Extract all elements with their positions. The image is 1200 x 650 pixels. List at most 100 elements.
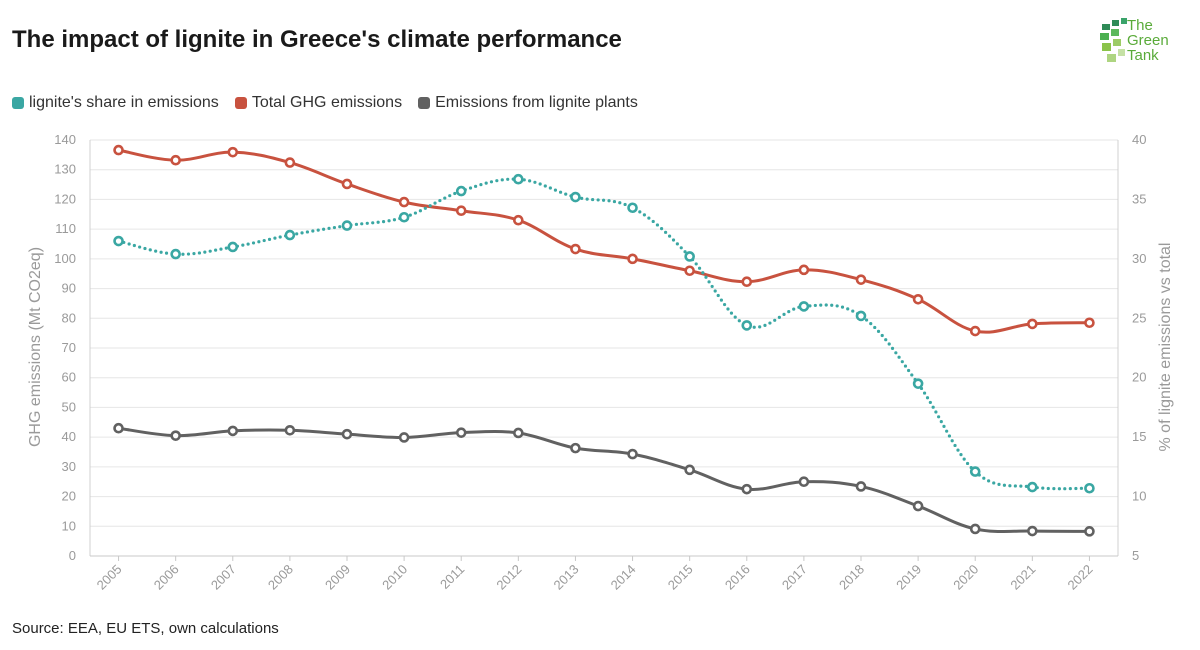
point-total[interactable] <box>741 276 753 288</box>
point-lignite[interactable] <box>741 483 753 495</box>
y-left-tick-label: 80 <box>62 310 76 325</box>
y-left-tick-label: 130 <box>54 162 76 177</box>
x-tick-label: 2019 <box>893 562 924 593</box>
point-share[interactable] <box>170 248 181 260</box>
point-share[interactable] <box>969 466 981 477</box>
y-left-tick-label: 40 <box>62 429 76 444</box>
point-total[interactable] <box>627 253 638 265</box>
point-share[interactable] <box>570 191 581 203</box>
point-total[interactable] <box>912 293 924 305</box>
point-lignite[interactable] <box>341 428 353 440</box>
point-share[interactable] <box>627 202 638 214</box>
point-total[interactable] <box>1027 318 1038 330</box>
point-lignite[interactable] <box>170 430 181 441</box>
source-note: Source: EEA, EU ETS, own calculations <box>12 620 279 637</box>
point-share[interactable] <box>912 378 924 389</box>
point-total[interactable] <box>170 154 181 166</box>
point-total[interactable] <box>513 214 524 226</box>
y-right-tick-label: 35 <box>1132 191 1146 206</box>
x-tick-label: 2008 <box>265 562 296 593</box>
y-left-tick-label: 120 <box>54 191 76 206</box>
series-line-lignite <box>117 426 1091 534</box>
point-lignite[interactable] <box>398 432 410 443</box>
point-total[interactable] <box>684 265 695 277</box>
point-share[interactable] <box>1084 482 1095 494</box>
series-layer <box>113 144 1095 537</box>
point-share[interactable] <box>798 301 810 312</box>
y-right-tick-label: 15 <box>1132 429 1146 444</box>
y-right-tick-label: 25 <box>1132 310 1146 325</box>
point-total[interactable] <box>113 144 124 156</box>
point-lignite[interactable] <box>570 442 581 454</box>
point-lignite[interactable] <box>684 464 695 476</box>
y-left-tick-label: 20 <box>62 489 76 504</box>
point-total[interactable] <box>855 274 867 285</box>
point-total[interactable] <box>284 157 296 168</box>
point-share[interactable] <box>741 320 753 331</box>
point-lignite[interactable] <box>1027 525 1038 537</box>
legend-swatch-lignite <box>418 97 431 109</box>
logo-text-line2: Green <box>1127 32 1169 49</box>
point-total[interactable] <box>798 264 810 276</box>
point-total[interactable] <box>969 325 981 337</box>
point-share[interactable] <box>284 229 296 241</box>
y-left-tick-label: 140 <box>54 132 76 147</box>
point-share[interactable] <box>855 310 867 322</box>
point-lignite[interactable] <box>969 523 981 535</box>
y-left-tick-label: 110 <box>55 221 76 236</box>
point-lignite[interactable] <box>1084 526 1095 537</box>
x-tick-label: 2022 <box>1065 562 1096 593</box>
y-left-tick-label: 60 <box>62 370 76 385</box>
point-total[interactable] <box>455 205 467 217</box>
x-tick-label: 2018 <box>836 562 867 593</box>
point-share[interactable] <box>513 173 524 185</box>
y-left-tick-label: 10 <box>62 518 76 533</box>
point-total[interactable] <box>227 146 239 158</box>
x-tick-label: 2012 <box>493 562 524 593</box>
point-share[interactable] <box>341 220 353 231</box>
legend-item-share[interactable]: lignite's share in emissions <box>12 94 219 112</box>
point-share[interactable] <box>113 235 124 247</box>
logo-text: The Green Tank <box>1127 18 1169 63</box>
point-lignite[interactable] <box>627 448 638 460</box>
point-share[interactable] <box>227 241 239 253</box>
x-tick-label: 2009 <box>322 562 353 593</box>
y-right-tick-label: 40 <box>1132 132 1146 147</box>
point-lignite[interactable] <box>455 427 467 438</box>
y-axis-left-label: GHG emissions (Mt CO2eq) <box>27 247 44 447</box>
y-left-tick-label: 0 <box>69 548 76 563</box>
point-lignite[interactable] <box>284 425 296 436</box>
point-total[interactable] <box>341 178 353 190</box>
legend-item-total[interactable]: Total GHG emissions <box>234 94 402 112</box>
point-total[interactable] <box>398 196 410 208</box>
point-total[interactable] <box>570 243 581 255</box>
point-lignite[interactable] <box>113 422 124 434</box>
logo-icon <box>1100 18 1127 62</box>
x-tick-label: 2015 <box>665 562 696 593</box>
y-right-tick-label: 10 <box>1132 489 1146 504</box>
point-share[interactable] <box>1027 481 1038 493</box>
legend-swatch-total <box>234 97 247 109</box>
point-total[interactable] <box>1084 317 1095 329</box>
point-lignite[interactable] <box>798 476 810 488</box>
point-lignite[interactable] <box>227 425 239 437</box>
y-right-tick-label: 5 <box>1132 548 1139 563</box>
axes: 0 10 20 30 40 50 60 70 80 90 100 110 120 130 140 5 10 15 2… <box>54 132 1146 593</box>
point-lignite[interactable] <box>855 481 867 492</box>
point-share[interactable] <box>398 211 410 223</box>
series-line-share <box>116 177 1092 491</box>
x-tick-label: 2006 <box>151 562 182 593</box>
logo-text-line1: The <box>1127 17 1153 34</box>
y-left-tick-label: 70 <box>62 340 76 355</box>
legend-label-lignite: Emissions from lignite plants <box>435 94 638 111</box>
point-share[interactable] <box>684 251 695 262</box>
x-tick-label: 2021 <box>1007 562 1038 593</box>
point-lignite[interactable] <box>912 500 924 512</box>
x-tick-label: 2007 <box>208 562 239 593</box>
x-tick-label: 2017 <box>779 562 810 593</box>
legend-swatch-share <box>12 97 24 109</box>
legend-item-lignite[interactable]: Emissions from lignite plants <box>418 94 638 112</box>
point-lignite[interactable] <box>513 427 524 439</box>
point-share[interactable] <box>455 185 467 197</box>
